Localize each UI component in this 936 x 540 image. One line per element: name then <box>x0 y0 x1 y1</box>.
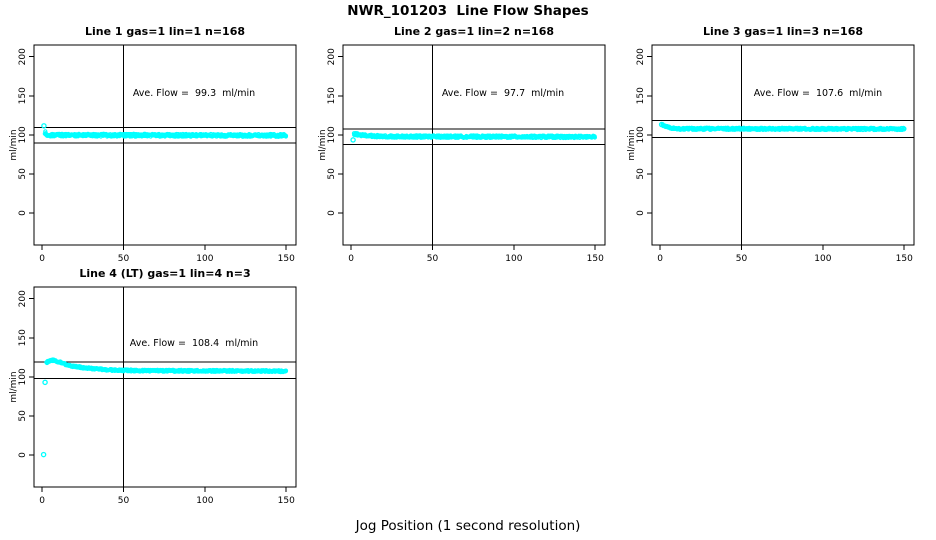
panel-1-y-axis-label: ml/min <box>9 129 19 161</box>
flow-point <box>901 127 907 132</box>
x-tick-label: 0 <box>39 254 45 264</box>
x-tick-label: 50 <box>736 254 748 264</box>
plot-box <box>651 44 915 246</box>
flow-point <box>283 134 289 139</box>
plot-box <box>33 44 297 246</box>
plot-box <box>342 44 606 246</box>
x-tick-label: 150 <box>278 496 295 506</box>
flow-points <box>658 121 907 133</box>
x-tick-label: 100 <box>505 254 522 264</box>
y-tick-label: 0 <box>327 210 337 216</box>
x-tick-label: 50 <box>118 254 130 264</box>
y-tick-label: 100 <box>18 126 28 143</box>
y-tick-label: 150 <box>18 329 28 346</box>
y-tick-label: 150 <box>636 87 646 104</box>
flow-points <box>41 123 289 139</box>
plot-box <box>33 286 297 488</box>
flow-point <box>42 379 48 386</box>
panel-1-title: Line 1 gas=1 lin=1 n=168 <box>84 25 246 38</box>
panel-4-title: Line 4 (LT) gas=1 lin=4 n=3 <box>79 267 251 280</box>
y-tick-label: 200 <box>327 48 337 65</box>
panel-4-ave-flow-annotation: Ave. Flow = 108.4 ml/min <box>129 338 259 349</box>
x-tick-label: 50 <box>427 254 439 264</box>
x-tick-label: 0 <box>348 254 354 264</box>
y-tick-label: 0 <box>18 452 28 458</box>
y-tick-label: 200 <box>18 290 28 307</box>
flow-point <box>283 368 289 373</box>
flow-point <box>40 451 47 458</box>
x-tick-label: 150 <box>896 254 913 264</box>
x-tick-label: 150 <box>278 254 295 264</box>
x-tick-label: 50 <box>118 496 130 506</box>
y-tick-label: 100 <box>327 126 337 143</box>
panel-4-y-axis-label: ml/min <box>9 371 19 403</box>
flow-points <box>40 357 289 458</box>
panel-3-y-axis-label: ml/min <box>627 129 637 161</box>
panel-2: 0 50 100 150 0 50 100 150 200 <box>327 44 606 264</box>
y-tick-label: 50 <box>327 168 337 180</box>
x-tick-label: 100 <box>196 254 213 264</box>
y-tick-label: 150 <box>327 87 337 104</box>
flow-point <box>350 137 356 143</box>
panel-4: 0 50 100 150 0 50 100 150 200 <box>18 286 297 506</box>
y-tick-label: 0 <box>636 210 646 216</box>
x-axis-title: Jog Position (1 second resolution) <box>355 518 581 534</box>
chart-title: NWR_101203 Line Flow Shapes <box>347 3 589 19</box>
y-tick-label: 150 <box>18 87 28 104</box>
panel-3-ave-flow-annotation: Ave. Flow = 107.6 ml/min <box>753 88 883 99</box>
panel-2-y-axis-label: ml/min <box>318 129 328 161</box>
panel-2-ave-flow-annotation: Ave. Flow = 97.7 ml/min <box>441 88 565 99</box>
x-tick-label: 150 <box>587 254 604 264</box>
y-tick-label: 200 <box>18 48 28 65</box>
x-tick-label: 0 <box>39 496 45 506</box>
flow-point <box>41 123 47 129</box>
y-tick-label: 200 <box>636 48 646 65</box>
panel-2-title: Line 2 gas=1 lin=2 n=168 <box>393 25 555 38</box>
flow-points <box>350 131 597 143</box>
panel-1-ave-flow-annotation: Ave. Flow = 99.3 ml/min <box>132 88 256 99</box>
panel-3-title: Line 3 gas=1 lin=3 n=168 <box>702 25 864 38</box>
x-tick-label: 100 <box>814 254 831 264</box>
y-tick-label: 100 <box>18 368 28 385</box>
y-tick-label: 50 <box>18 410 28 422</box>
panel-1: 0 50 100 150 0 50 100 150 200 <box>18 44 297 264</box>
y-tick-label: 0 <box>18 210 28 216</box>
x-tick-label: 0 <box>657 254 663 264</box>
x-tick-label: 100 <box>196 496 213 506</box>
y-tick-label: 50 <box>18 168 28 180</box>
flow-point <box>592 134 597 139</box>
y-tick-label: 50 <box>636 168 646 180</box>
panel-3: 0 50 100 150 0 50 100 150 200 <box>636 44 915 264</box>
y-tick-label: 100 <box>636 126 646 143</box>
